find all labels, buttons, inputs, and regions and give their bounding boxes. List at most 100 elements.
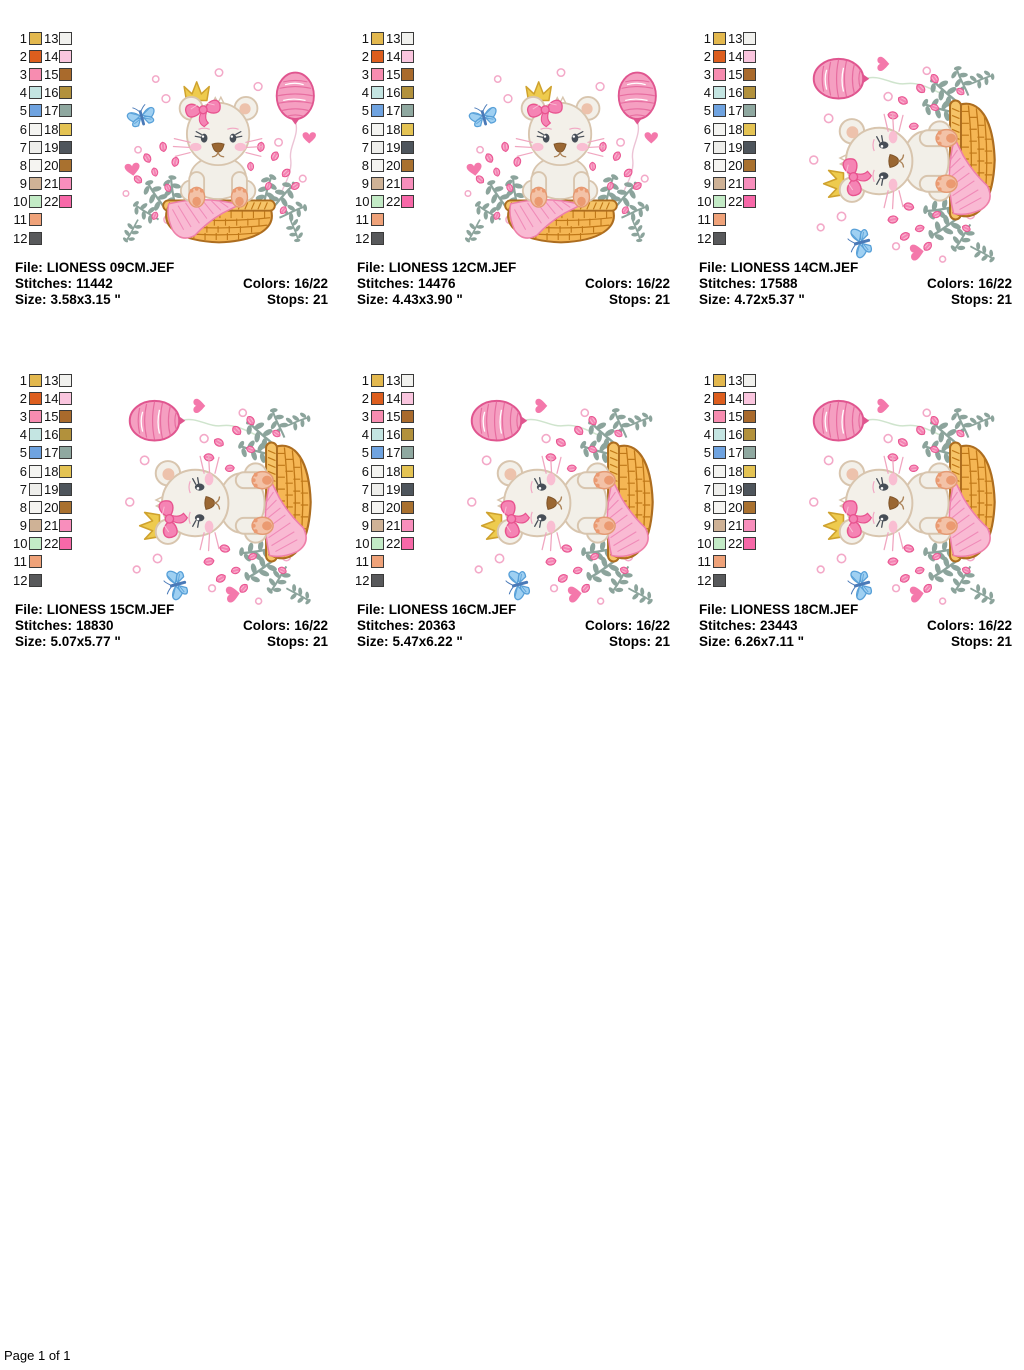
thread-number: 7 — [19, 139, 27, 155]
butterfly — [163, 570, 189, 601]
thread-number: 4 — [703, 85, 711, 101]
design-panel: 1 13 2 14 3 15 4 16 5 17 6 18 7 19 8 20 9 21 10 22 11 12 — [0, 362, 341, 662]
file-name: LIONESS 15CM.JEF — [46, 602, 175, 617]
lioness — [154, 454, 274, 552]
file-label: File: — [15, 602, 43, 617]
thread-number: 16 — [386, 85, 401, 101]
thread-swatch — [713, 31, 726, 45]
thread-number: 18 — [386, 463, 401, 479]
file-label: File: — [15, 260, 43, 275]
thread-swatch — [401, 140, 414, 154]
thread-swatch — [743, 446, 756, 460]
stitch-count: 11442 — [76, 276, 113, 291]
butterfly — [126, 104, 155, 128]
thread-swatch — [371, 31, 384, 45]
thread-swatch — [401, 373, 414, 387]
paw-pads — [593, 470, 616, 536]
colors-label: Colors: — [242, 276, 291, 291]
paw-pads — [935, 128, 958, 194]
butterfly — [468, 104, 497, 128]
color-count: 16/22 — [978, 618, 1012, 633]
thread-swatch — [29, 373, 42, 387]
thread-number: 14 — [728, 390, 743, 406]
design-preview — [444, 388, 672, 616]
file-label: File: — [699, 602, 727, 617]
thread-swatch — [59, 519, 72, 533]
thread-swatch — [371, 373, 384, 387]
hair-bow — [158, 500, 189, 539]
thread-number: 4 — [703, 427, 711, 443]
paw-pads — [935, 470, 958, 536]
thread-swatch — [401, 409, 414, 423]
thread-number: 22 — [386, 536, 401, 552]
lioness-head — [172, 95, 264, 167]
thread-number: 2 — [19, 48, 27, 64]
size-label: Size: — [357, 634, 389, 649]
thread-number: 16 — [728, 85, 743, 101]
thread-swatch — [713, 158, 726, 172]
size-label: Size: — [699, 634, 731, 649]
confetti-dots — [808, 408, 976, 605]
stitches-label: Stitches: — [357, 618, 415, 633]
design-panel: 1 13 2 14 3 15 4 16 5 17 6 18 7 19 8 20 9 21 10 22 11 12 — [684, 20, 1024, 320]
blanket — [167, 199, 241, 239]
thread-swatch — [743, 195, 756, 209]
thread-swatch — [371, 104, 384, 118]
thread-swatch — [29, 158, 42, 172]
thread-swatch — [743, 464, 756, 478]
thread-swatch — [59, 446, 72, 460]
thread-swatch — [29, 428, 42, 442]
stitch-count: 20363 — [418, 618, 456, 633]
thread-swatch — [401, 537, 414, 551]
thread-number: 5 — [361, 103, 369, 119]
file-name: LIONESS 16CM.JEF — [388, 602, 517, 617]
colors-label: Colors: — [926, 276, 975, 291]
thread-number: 20 — [44, 499, 59, 515]
thread-number: 17 — [728, 445, 743, 461]
stitches-label: Stitches: — [15, 618, 73, 633]
thread-number: 11 — [697, 554, 712, 570]
thread-swatch — [371, 409, 384, 423]
lioness-head — [154, 454, 230, 552]
paw-pads — [187, 186, 249, 208]
thread-swatch — [713, 519, 726, 533]
lioness-head — [496, 454, 572, 552]
thread-swatch — [59, 49, 72, 63]
lioness-head — [838, 112, 914, 210]
thread-color-palette: 1 13 2 14 3 15 4 16 5 17 6 18 7 19 8 20 9 21 10 22 11 12 — [355, 371, 415, 589]
thread-number: 5 — [703, 103, 711, 119]
thread-swatch — [29, 500, 42, 514]
thread-swatch — [371, 391, 384, 405]
thread-swatch — [59, 391, 72, 405]
lioness — [838, 454, 958, 552]
thread-number: 11 — [13, 212, 28, 228]
stitch-count: 17588 — [760, 276, 798, 291]
thread-number: 12 — [355, 572, 370, 588]
thread-number: 7 — [361, 139, 369, 155]
stop-count: 21 — [312, 292, 328, 307]
file-label: File: — [357, 602, 385, 617]
thread-number: 14 — [44, 48, 59, 64]
design-preview — [454, 50, 668, 257]
thread-number: 21 — [386, 176, 401, 192]
thread-swatch — [713, 195, 726, 209]
design-panel: 1 13 2 14 3 15 4 16 5 17 6 18 7 19 8 20 9 21 10 22 11 12 — [0, 20, 341, 320]
colors-label: Colors: — [584, 276, 633, 291]
colors-label: Colors: — [926, 618, 975, 633]
thread-swatch — [29, 177, 42, 191]
thread-number: 15 — [44, 66, 59, 82]
thread-number: 1 — [703, 372, 711, 388]
thread-number: 4 — [19, 427, 27, 443]
lioness — [838, 112, 958, 210]
thread-swatch — [371, 49, 384, 63]
lioness-embroidery-graphic — [124, 398, 317, 610]
thread-swatch — [713, 177, 726, 191]
file-label: File: — [699, 260, 727, 275]
thread-number: 21 — [728, 176, 743, 192]
thread-number: 18 — [728, 463, 743, 479]
thread-swatch — [713, 500, 726, 514]
thread-swatch — [59, 122, 72, 136]
thread-number: 6 — [361, 121, 369, 137]
thread-number: 12 — [13, 572, 28, 588]
thread-number: 22 — [386, 194, 401, 210]
